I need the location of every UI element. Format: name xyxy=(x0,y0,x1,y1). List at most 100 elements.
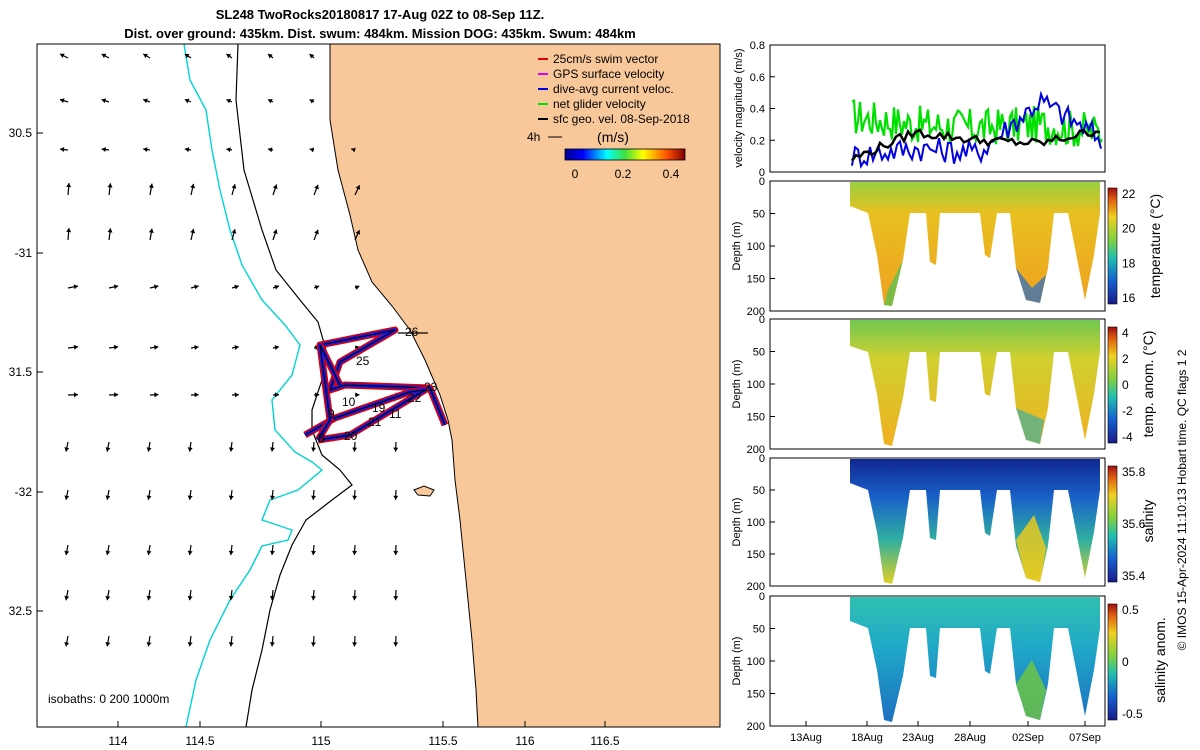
velocity-arrow-head xyxy=(231,229,237,234)
depth-tick-label: 200 xyxy=(747,306,765,318)
lat-tick-label: -32 xyxy=(15,485,33,499)
colorbar-tick-label: 0.5 xyxy=(1122,603,1139,617)
island xyxy=(413,485,435,497)
velocity-arrow-head xyxy=(154,344,159,350)
colorbar-tick-label: 18 xyxy=(1122,256,1136,270)
velocity-arrow-head xyxy=(309,99,315,104)
velocity-arrow-head xyxy=(274,392,279,398)
legend-label: GPS surface velocity xyxy=(553,67,664,81)
temp-anomaly-colorbar xyxy=(1107,326,1118,444)
velocity-arrow-head xyxy=(355,392,360,398)
temperature-mid xyxy=(884,260,903,306)
velocity-arrow-head xyxy=(184,147,190,153)
dive-label: 19 xyxy=(372,401,386,415)
depth-tick-label: 0 xyxy=(759,176,765,188)
velocity-arrow-head xyxy=(64,495,70,500)
salinity-colorbar-ticks: 35.8 35.6 35.4 xyxy=(1122,465,1146,583)
velocity-arrow-head xyxy=(311,596,317,601)
map-colorbar-tick: 0 xyxy=(572,167,579,181)
velocity-series-line xyxy=(850,128,1101,162)
velocity-arrow-head xyxy=(143,98,148,104)
velocity-arrow-head xyxy=(393,495,399,500)
velocity-arrow-head xyxy=(146,495,152,500)
velocity-arrow-head xyxy=(234,345,239,350)
velocity-arrow-head xyxy=(64,595,70,601)
velocity-arrow-head xyxy=(190,183,196,189)
time-tick-label: 23Aug xyxy=(902,732,934,744)
velocity-arrow-head xyxy=(187,595,193,601)
isobath-200m xyxy=(183,44,324,727)
velocity-arrow-head xyxy=(73,392,78,398)
velocity-arrow-head xyxy=(194,284,199,290)
velocity-arrow-head xyxy=(311,642,316,647)
velocity-arrow-head xyxy=(269,595,275,601)
velocity-arrow-head xyxy=(314,184,319,190)
lon-tick-label: 116.5 xyxy=(590,734,619,748)
velocity-y-label: 0.4 xyxy=(750,104,765,116)
dive-label: 11 xyxy=(389,407,402,421)
velocity-arrow-head xyxy=(314,229,319,235)
velocity-arrow-head xyxy=(101,98,107,104)
velocity-arrow-head xyxy=(352,447,358,452)
colorbar-tick-label: 35.8 xyxy=(1122,465,1146,479)
depth-ylabel: Depth (m) xyxy=(731,637,743,686)
depth-tick-label: 200 xyxy=(747,581,765,593)
velocity-y-ticks: 0 0.2 0.4 0.6 0.8 xyxy=(750,40,775,179)
velocity-arrow-head xyxy=(73,284,78,290)
colorbar-tick-label: 35.4 xyxy=(1122,569,1146,583)
salinity-anomaly-cblabel: salinity anom. xyxy=(1152,617,1168,703)
time-series-panels: 0 0.2 0.4 0.6 0.8 velocity magnitude (m/s) 2… xyxy=(731,40,1168,744)
temp-anomaly-cool xyxy=(1016,408,1044,444)
velocity-series-line xyxy=(851,90,1102,169)
velocity-arrow-head xyxy=(105,642,111,647)
temp-anomaly-panel: 4 2 0 -2 -4 temp. anom. (°C) xyxy=(769,318,1156,450)
depth-tick-label: 150 xyxy=(747,274,765,286)
colorbar-tick-label: -4 xyxy=(1122,430,1133,444)
depth-ylabel: Depth (m) xyxy=(731,498,743,547)
velocity-arrow-head xyxy=(105,550,111,555)
velocity-arrow-head xyxy=(64,641,70,647)
depth-ylabel: Depth (m) xyxy=(731,222,743,271)
depth-tick-label: 200 xyxy=(747,721,765,733)
lat-tick-label: 31.5 xyxy=(9,365,33,379)
velocity-y-label: 0.2 xyxy=(750,135,765,147)
velocity-arrow-head xyxy=(184,54,190,59)
velocity-arrow-head xyxy=(354,285,360,290)
temp-anomaly-field xyxy=(850,320,1100,446)
dive-label: 10 xyxy=(342,395,356,409)
legend-label: sfc geo. vel. 08-Sep-2018 xyxy=(553,112,690,126)
velocity-panel: 0 0.2 0.4 0.6 0.8 velocity magnitude (m/s) xyxy=(733,40,1106,179)
velocity-arrow-head xyxy=(311,447,317,452)
salinity-panel: 35.8 35.6 35.4 salinity xyxy=(769,457,1156,587)
velocity-arrow-head xyxy=(60,53,65,59)
velocity-arrow-head xyxy=(314,285,320,290)
velocity-arrow-head xyxy=(268,99,273,104)
velocity-arrow-head xyxy=(107,228,113,233)
velocity-arrow-head xyxy=(113,284,119,290)
colorbar-tick-label: 20 xyxy=(1122,222,1136,236)
velocity-arrow-head xyxy=(114,392,119,398)
velocity-arrow-head xyxy=(187,550,193,555)
lon-tick-label: 115 xyxy=(311,734,330,748)
velocity-y-label: 0.8 xyxy=(750,40,765,52)
velocity-arrow-head xyxy=(187,642,193,647)
velocity-arrow-head xyxy=(60,147,65,152)
velocity-arrow-head xyxy=(146,447,152,452)
velocity-arrow-head xyxy=(187,495,193,500)
isobath-0m xyxy=(235,44,353,727)
dive-label: 20 xyxy=(344,429,358,443)
velocity-arrow-head xyxy=(146,595,152,601)
velocity-arrow-head xyxy=(64,550,70,555)
glider-path xyxy=(319,329,446,426)
colorbar-tick-label: 35.6 xyxy=(1122,517,1146,531)
velocity-arrow-head xyxy=(393,447,399,452)
velocity-arrow-head xyxy=(269,550,275,555)
latitude-ticks: 30.5 -31 31.5 -32 32.5 xyxy=(9,126,43,618)
colorbar-tick-label: 2 xyxy=(1122,352,1129,366)
velocity-arrow-head xyxy=(268,147,273,153)
velocity-arrow-head xyxy=(146,550,152,555)
dive-label: 21 xyxy=(368,415,382,429)
lat-tick-label: -31 xyxy=(15,246,33,260)
